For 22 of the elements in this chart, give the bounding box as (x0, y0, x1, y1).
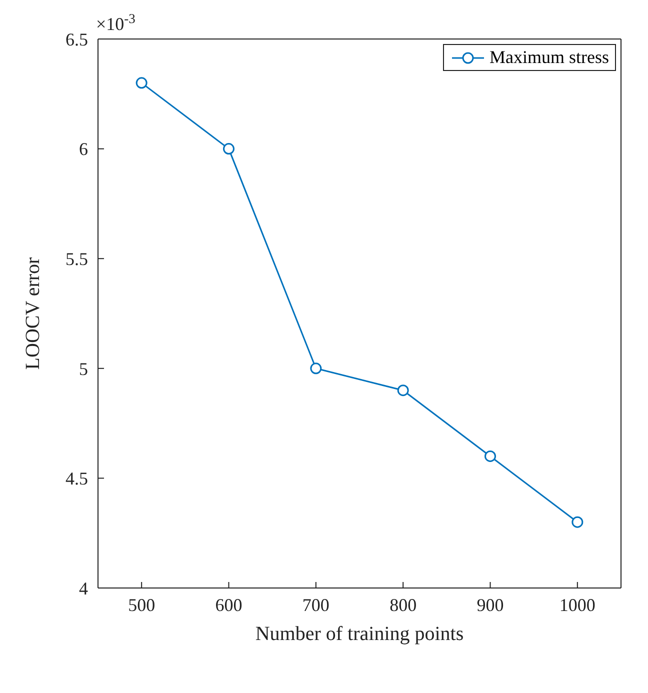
point (484, 450, 496, 462)
y-tick-label: 5.5 (66, 248, 88, 269)
y-tick-label: 6.5 (66, 29, 88, 50)
x-tick-label: 900 (476, 594, 504, 615)
y-tick-label: 4.5 (66, 468, 88, 489)
y-axis-title: LOOCV error (22, 256, 44, 370)
point (310, 362, 322, 374)
point (397, 384, 409, 396)
text: ×10$^{-3}$ (96, 10, 136, 34)
x-tick-label: 600 (215, 594, 242, 615)
legend-label: Maximum stress (490, 47, 609, 68)
x-axis-title: Number of training points (255, 623, 464, 645)
y-tick-label: 4 (79, 578, 88, 598)
x-tick-label: 500 (128, 594, 156, 615)
point (223, 143, 234, 155)
x-tick-label: 800 (390, 594, 417, 615)
x-tick-label: 700 (302, 594, 330, 615)
y-tick-label: 6 (79, 139, 88, 160)
point (572, 516, 584, 528)
x-tick-label: 1000 (559, 594, 596, 615)
point (136, 77, 148, 89)
y-tick-label: 5 (79, 358, 88, 379)
